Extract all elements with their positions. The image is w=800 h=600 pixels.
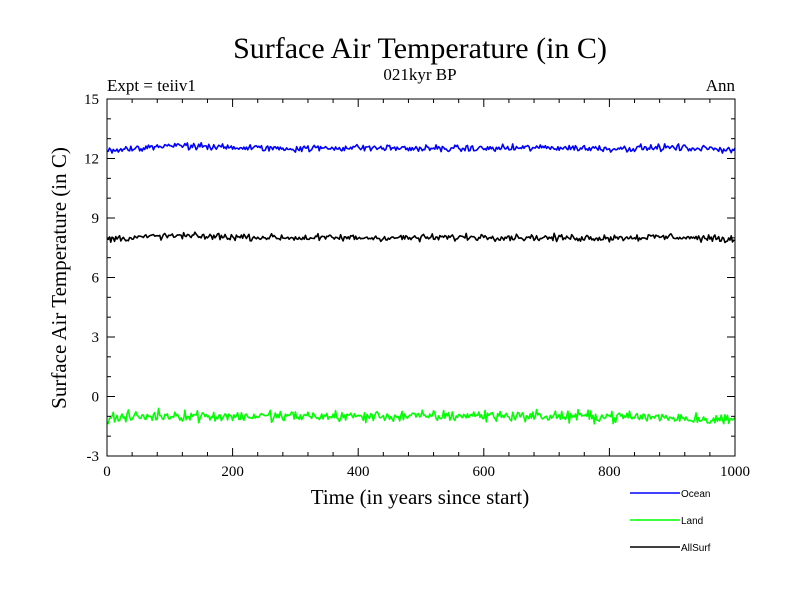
experiment-label: Expt = teiiv1	[107, 76, 196, 95]
x-tick-label: 400	[347, 464, 370, 480]
chart-title: Surface Air Temperature (in C)	[233, 32, 607, 65]
series-line-ocean	[106, 141, 736, 154]
chart-subtitle: 021kyr BP	[383, 65, 456, 84]
series-line-land	[106, 407, 736, 425]
series-line-allsurf	[106, 231, 736, 244]
y-tick-label: 9	[92, 211, 100, 227]
y-tick-label: 15	[84, 92, 99, 108]
y-tick-label: 0	[92, 390, 100, 406]
plot-frame	[106, 98, 736, 457]
legend: Ocean Land AllSurf	[630, 489, 711, 554]
y-tick-label: 12	[84, 152, 99, 168]
x-tick-label: 800	[598, 464, 621, 480]
y-axis-label: Surface Air Temperature (in C)	[47, 147, 71, 409]
y-tick-label: -3	[87, 449, 100, 465]
x-tick-label: 600	[473, 464, 496, 480]
legend-label-allsurf: AllSurf	[681, 543, 711, 554]
x-tick-label: 200	[221, 464, 244, 480]
legend-label-land: Land	[681, 516, 703, 527]
x-axis-label: Time (in years since start)	[311, 485, 530, 509]
y-tick-label: 6	[92, 271, 100, 287]
x-tick-label: 1000	[720, 464, 750, 480]
season-label: Ann	[706, 76, 736, 95]
y-tick-label: 3	[92, 330, 100, 346]
x-tick-label: 0	[103, 464, 111, 480]
legend-label-ocean: Ocean	[681, 489, 710, 500]
